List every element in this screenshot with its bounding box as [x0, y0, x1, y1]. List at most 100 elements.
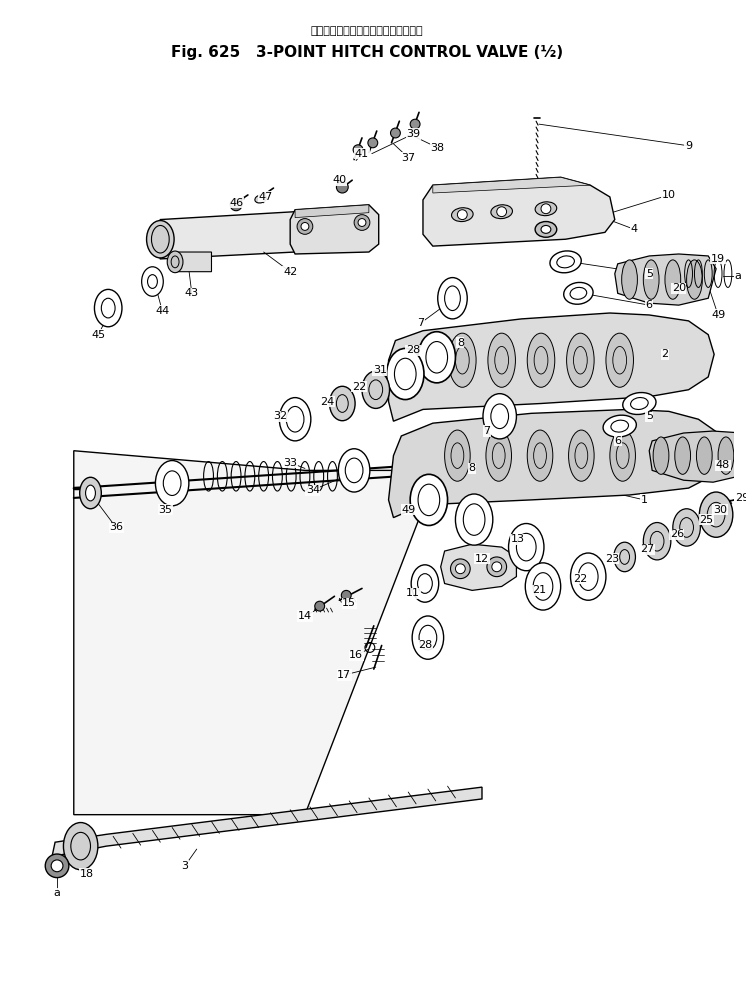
Text: 34: 34 — [306, 485, 320, 495]
Text: 41: 41 — [355, 148, 369, 159]
Text: 18: 18 — [80, 868, 94, 878]
Circle shape — [51, 860, 63, 871]
Text: 5: 5 — [646, 269, 653, 279]
Ellipse shape — [491, 205, 513, 218]
Text: 44: 44 — [155, 306, 169, 316]
Text: 7: 7 — [418, 318, 424, 328]
Ellipse shape — [146, 220, 174, 258]
Ellipse shape — [463, 504, 485, 535]
Ellipse shape — [527, 430, 553, 481]
Text: 3: 3 — [181, 861, 189, 870]
Circle shape — [358, 218, 366, 226]
Ellipse shape — [95, 289, 122, 327]
Text: 29: 29 — [736, 493, 746, 503]
Text: 14: 14 — [298, 611, 312, 621]
Text: 21: 21 — [532, 586, 546, 596]
Text: 35: 35 — [158, 505, 172, 515]
Ellipse shape — [570, 288, 586, 299]
Ellipse shape — [611, 420, 629, 432]
Text: 25: 25 — [699, 515, 713, 525]
Ellipse shape — [386, 349, 424, 399]
Ellipse shape — [362, 371, 389, 408]
Circle shape — [315, 602, 325, 611]
Polygon shape — [295, 205, 369, 217]
Polygon shape — [423, 177, 615, 246]
Polygon shape — [649, 431, 746, 482]
Text: 31: 31 — [373, 365, 386, 375]
Ellipse shape — [567, 333, 594, 387]
Ellipse shape — [345, 458, 363, 483]
Ellipse shape — [606, 333, 633, 387]
Ellipse shape — [419, 625, 436, 650]
Text: 7: 7 — [483, 426, 490, 436]
Ellipse shape — [163, 471, 181, 495]
Ellipse shape — [525, 563, 561, 610]
Text: 6: 6 — [646, 300, 653, 310]
Circle shape — [354, 214, 370, 230]
Ellipse shape — [535, 221, 557, 237]
Ellipse shape — [686, 260, 702, 299]
Ellipse shape — [418, 484, 439, 516]
Ellipse shape — [86, 485, 95, 501]
Polygon shape — [290, 205, 379, 254]
Polygon shape — [441, 544, 516, 591]
Text: 30: 30 — [713, 505, 727, 515]
Circle shape — [297, 218, 313, 234]
Text: 22: 22 — [573, 574, 588, 584]
Text: 6: 6 — [614, 436, 621, 446]
Ellipse shape — [541, 225, 551, 233]
Ellipse shape — [410, 474, 448, 526]
Text: 32: 32 — [273, 411, 287, 421]
Ellipse shape — [623, 392, 656, 415]
Ellipse shape — [286, 406, 304, 432]
Ellipse shape — [486, 430, 512, 481]
Ellipse shape — [571, 553, 606, 601]
Text: 27: 27 — [640, 544, 654, 554]
Polygon shape — [52, 787, 482, 856]
Circle shape — [410, 120, 420, 129]
Text: 17: 17 — [337, 670, 351, 680]
Ellipse shape — [718, 437, 734, 474]
Ellipse shape — [535, 202, 557, 215]
Ellipse shape — [509, 524, 544, 571]
Text: 1: 1 — [641, 495, 648, 505]
Text: 16: 16 — [349, 650, 363, 660]
Text: 37: 37 — [401, 152, 416, 163]
Text: 19: 19 — [711, 254, 725, 264]
Text: Fig. 625   3-POINT HITCH CONTROL VALVE (½): Fig. 625 3-POINT HITCH CONTROL VALVE (½) — [171, 45, 563, 60]
Ellipse shape — [418, 332, 456, 382]
Ellipse shape — [491, 404, 509, 429]
Ellipse shape — [700, 492, 733, 537]
Text: 2: 2 — [662, 350, 668, 360]
Circle shape — [301, 222, 309, 230]
Text: ３点　ヒッチ　コントロール　バルブ: ３点 ヒッチ コントロール バルブ — [310, 26, 423, 36]
Ellipse shape — [148, 275, 157, 288]
Circle shape — [342, 591, 351, 601]
Text: 12: 12 — [475, 554, 489, 564]
Ellipse shape — [426, 342, 448, 373]
Polygon shape — [433, 177, 590, 193]
Text: 8: 8 — [468, 463, 476, 473]
Text: 15: 15 — [342, 598, 356, 609]
Polygon shape — [389, 409, 723, 518]
Circle shape — [492, 562, 501, 572]
Ellipse shape — [643, 523, 671, 560]
Text: 38: 38 — [430, 142, 445, 153]
Circle shape — [487, 557, 507, 577]
Ellipse shape — [533, 573, 553, 601]
Ellipse shape — [675, 437, 691, 474]
Text: 33: 33 — [283, 457, 297, 467]
Circle shape — [353, 145, 363, 155]
Text: 42: 42 — [283, 267, 298, 277]
Text: 5: 5 — [646, 411, 653, 421]
Circle shape — [497, 206, 507, 216]
Text: 4: 4 — [631, 224, 638, 234]
Text: 11: 11 — [406, 588, 420, 599]
Circle shape — [451, 559, 470, 579]
Text: 23: 23 — [605, 554, 619, 564]
Circle shape — [541, 204, 551, 213]
Text: 28: 28 — [406, 346, 420, 356]
Text: 26: 26 — [670, 530, 684, 539]
Text: 43: 43 — [185, 288, 199, 298]
Text: 47: 47 — [258, 192, 273, 202]
